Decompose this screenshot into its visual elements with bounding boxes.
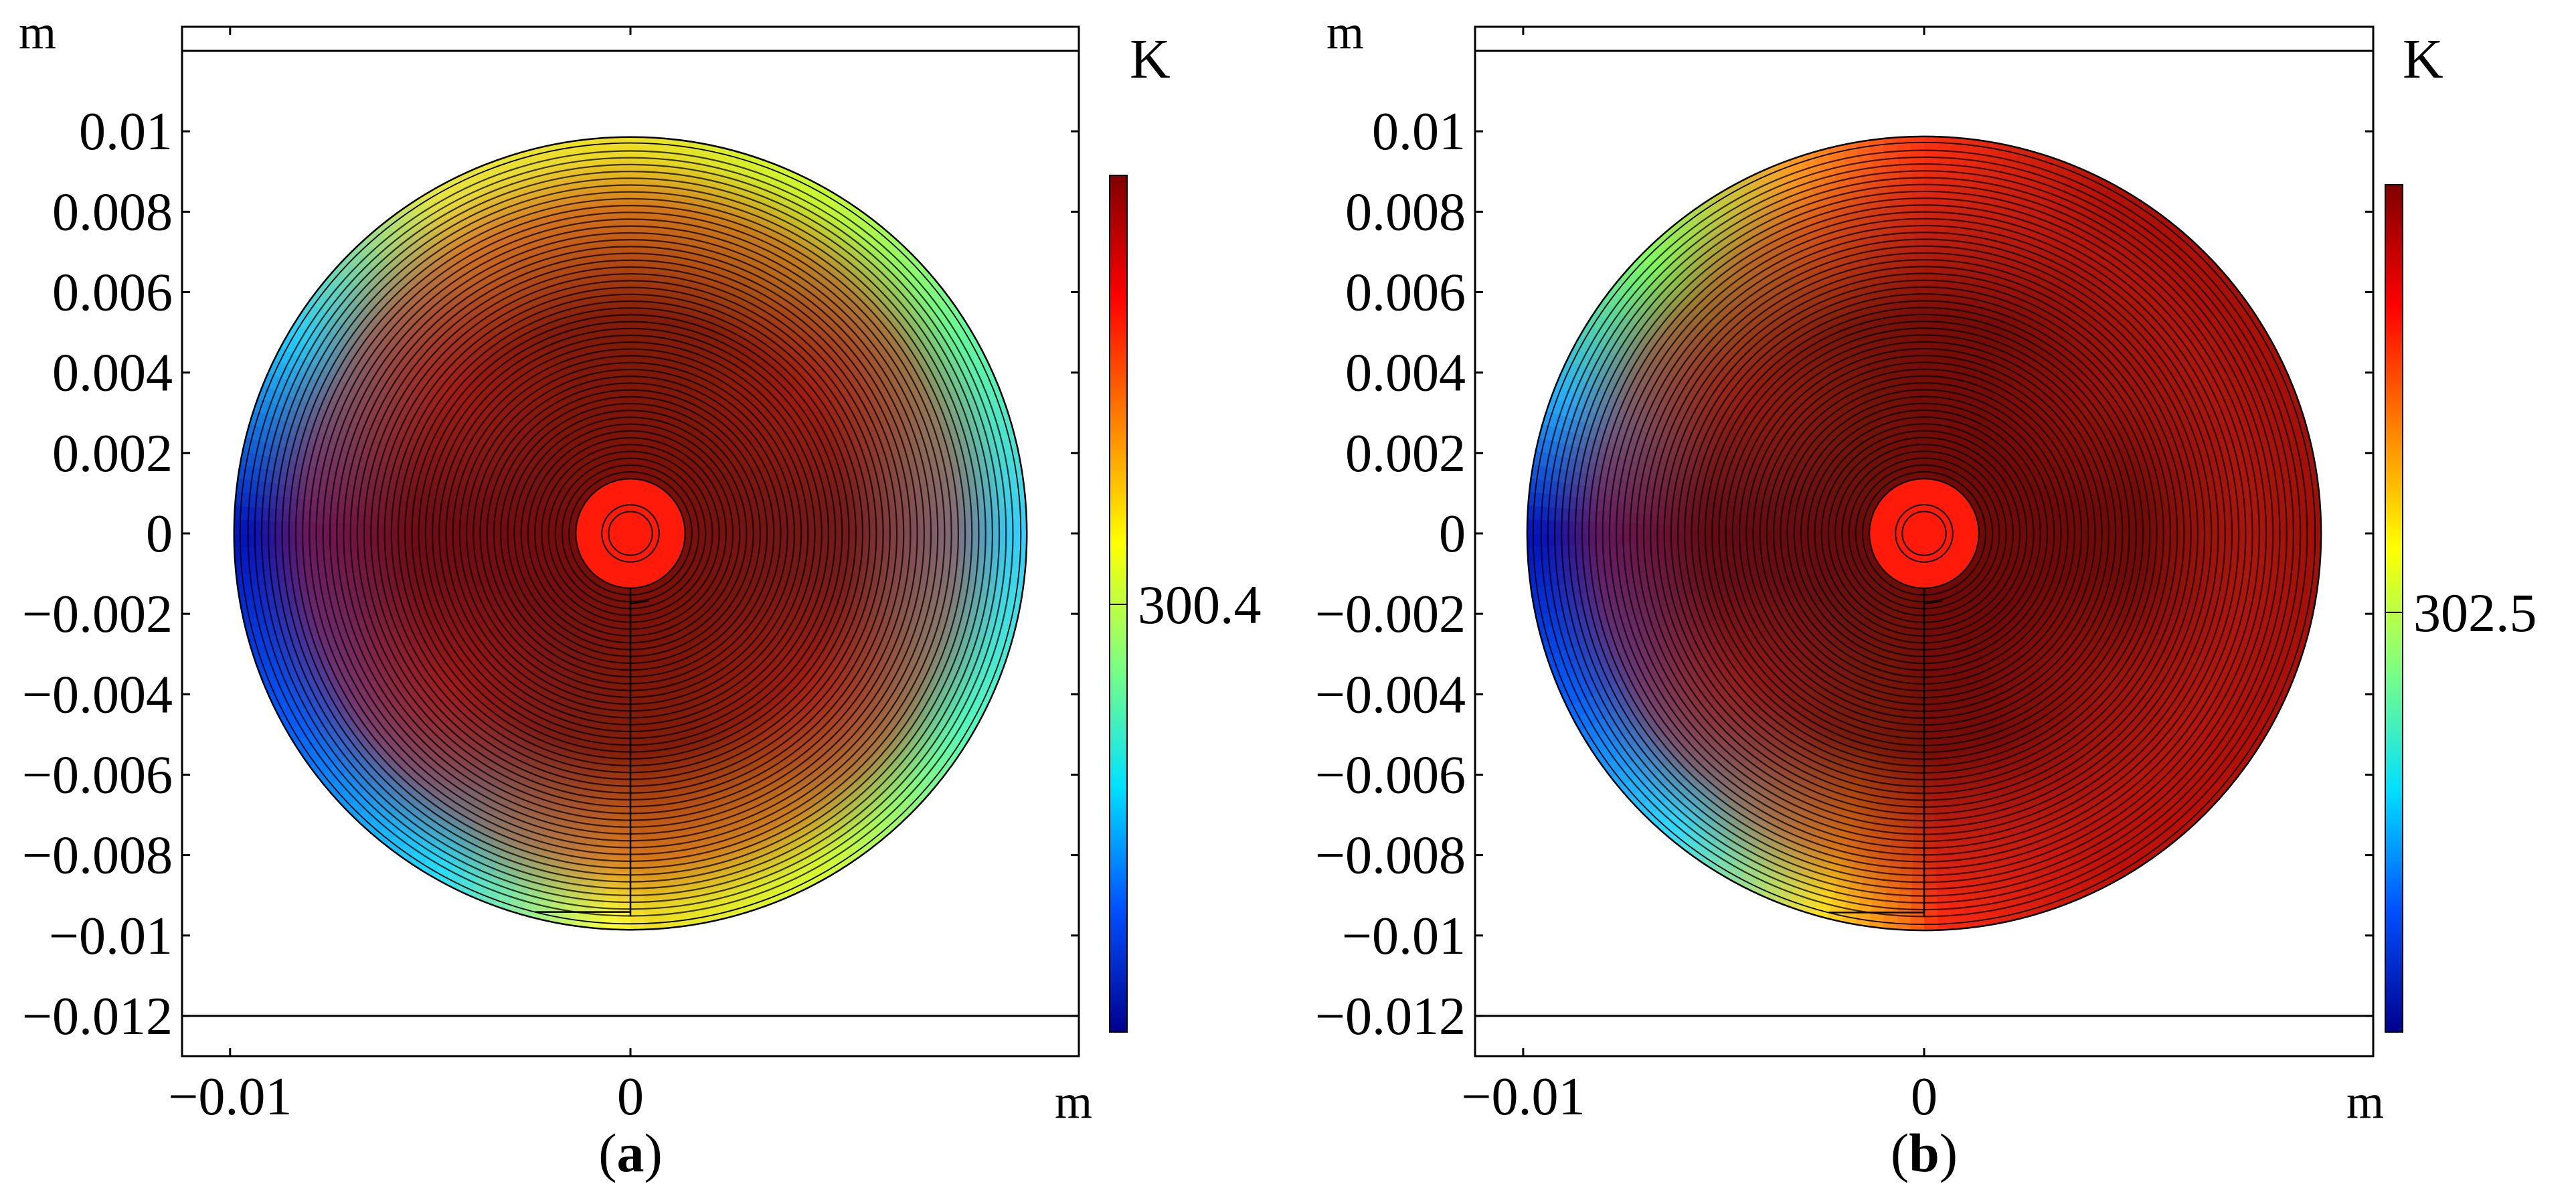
colorbar-unit-label: K [1130,28,1171,90]
domain-boundary-lines [182,50,1079,1017]
y-tick-label: −0.008 [1315,827,1466,885]
y-tick-label: 0.008 [1345,183,1466,242]
y-tick-label: 0 [146,505,173,564]
panel-label-letter: b [1909,1122,1940,1183]
rim-ring [239,142,1022,925]
temperature-disk [233,136,1028,931]
colorbar-value-label: 300.4 [1138,574,1262,635]
colorbar-value-label: 302.5 [2413,582,2537,643]
core-lead [630,588,649,605]
core-disk [1869,478,1980,589]
x-tick-label: 0 [617,1068,644,1126]
colorbar: K 300.4 [1109,28,1262,1033]
y-tick-label: 0.01 [79,102,173,161]
core-ring-outer [1895,504,1954,563]
y-tick-label: −0.012 [1315,987,1466,1046]
y-tick-label: 0.006 [1345,264,1466,323]
y-tick-label: −0.002 [22,585,173,644]
x-unit-label: m [2346,1075,2384,1128]
rim-ring [1532,141,2316,926]
y-tick-label: 0.004 [52,344,173,403]
panel-label-open-paren: ( [598,1122,616,1183]
disk-outline [233,136,1028,931]
y-tick-label: 0.004 [1345,344,1466,403]
y-axis: 0.01 0.008 0.006 0.004 0.002 0 −0.002 −0.004 −0.… [22,102,1079,1046]
y-unit-label: m [19,5,56,59]
y-tick-label: −0.002 [1315,585,1466,644]
x-axis: −0.01 0 [1461,27,1938,1126]
panel-label-letter: a [617,1122,645,1183]
y-tick-label: −0.01 [1342,907,1466,966]
y-tick-label: −0.004 [1315,665,1466,724]
y-tick-label: −0.008 [22,827,173,885]
y-tick-label: −0.012 [22,987,173,1046]
panel-label: (b) [1891,1122,1958,1183]
y-tick-label: 0.008 [52,183,173,242]
panel-label-close-paren: ) [645,1122,663,1183]
domain-boundary-lines [1475,50,2373,1017]
colorbar-unit-label: K [2403,28,2443,90]
y-tick-label: 0.002 [52,424,173,483]
x-tick-label: −0.01 [168,1068,292,1126]
y-tick-label: −0.006 [22,746,173,804]
y-tick-label: 0.006 [52,264,173,323]
y-tick-label: 0.002 [1345,424,1466,483]
x-tick-label: 0 [1911,1068,1938,1126]
y-unit-label: m [1326,5,1364,59]
core-disk [575,478,686,589]
y-tick-label: −0.004 [22,665,173,724]
panel-label-open-paren: ( [1891,1122,1909,1183]
x-unit-label: m [1055,1075,1092,1128]
y-tick-label: −0.006 [1315,746,1466,804]
colorbar-gradient [2385,184,2403,1033]
x-tick-label: −0.01 [1461,1068,1585,1126]
core-lead [1923,588,1943,605]
y-tick-label: 0 [1439,505,1466,564]
panel-label-close-paren: ) [1940,1122,1958,1183]
temperature-disk [1526,135,2322,932]
core-ring-inner [1901,511,1947,556]
y-tick-label: 0.01 [1372,102,1466,161]
y-axis: 0.01 0.008 0.006 0.004 0.002 0 −0.002 −0.004 −0.… [1315,102,2373,1046]
panel-a: 0.010.0080.0060.0040.0020−0.002−0.004−0.… [19,5,1262,1183]
core-ring-outer [601,504,660,563]
panel-b: 0.010.0080.0060.0040.0020−0.002−0.004−0.… [1315,5,2537,1183]
core-ring-inner [608,511,653,556]
x-axis: −0.01 0 [168,27,644,1126]
panel-label: (a) [598,1122,663,1183]
colorbar: K 302.5 [2385,28,2537,1033]
disk-outline [1526,135,2322,932]
y-tick-label: −0.01 [49,907,173,966]
